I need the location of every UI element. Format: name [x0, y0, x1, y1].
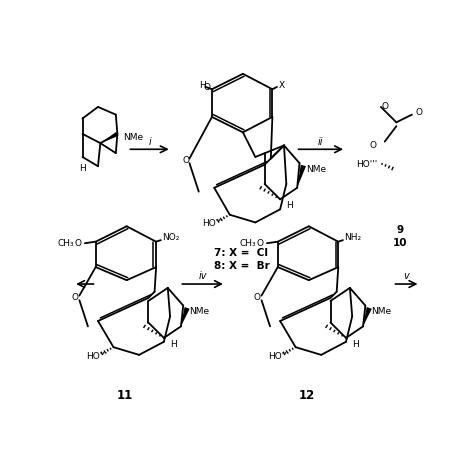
- Text: HO''': HO''': [202, 219, 224, 228]
- Text: NMe: NMe: [306, 165, 326, 174]
- Text: HO''': HO''': [356, 160, 377, 169]
- Text: O: O: [370, 141, 377, 150]
- Text: HO''': HO''': [86, 352, 107, 361]
- Text: CH₃: CH₃: [239, 239, 256, 248]
- Text: H: H: [352, 339, 359, 348]
- Text: O: O: [182, 156, 189, 165]
- Text: H: H: [79, 164, 86, 173]
- Text: v: v: [403, 271, 410, 282]
- Text: 12: 12: [299, 389, 315, 402]
- Text: 10: 10: [393, 238, 408, 248]
- Text: H: H: [286, 201, 293, 210]
- Text: H: H: [170, 339, 177, 348]
- Text: i: i: [148, 137, 151, 146]
- Text: O: O: [203, 83, 210, 92]
- Text: NMe: NMe: [372, 307, 392, 316]
- Text: NMe: NMe: [190, 307, 210, 316]
- Text: 11: 11: [117, 389, 133, 402]
- Text: iv: iv: [199, 271, 207, 282]
- Text: HO''': HO''': [268, 352, 290, 361]
- Text: H: H: [199, 81, 206, 90]
- Text: 9: 9: [397, 225, 404, 235]
- Text: O: O: [75, 239, 82, 248]
- Text: O: O: [381, 102, 388, 111]
- Text: O: O: [254, 293, 260, 302]
- Text: 7: X =  Cl: 7: X = Cl: [214, 248, 268, 258]
- Polygon shape: [100, 132, 118, 143]
- Text: 8: X =  Br: 8: X = Br: [213, 261, 269, 271]
- Polygon shape: [363, 307, 372, 327]
- Text: CH₃: CH₃: [57, 239, 74, 248]
- Text: NH₂: NH₂: [345, 233, 362, 242]
- Text: O: O: [257, 239, 264, 248]
- Text: ii: ii: [318, 137, 324, 146]
- Polygon shape: [297, 165, 306, 188]
- Text: O: O: [71, 293, 78, 302]
- Text: X: X: [279, 81, 285, 90]
- Polygon shape: [181, 307, 190, 327]
- Text: NO₂: NO₂: [162, 233, 180, 242]
- Text: O: O: [416, 108, 423, 117]
- Text: NMe: NMe: [124, 133, 144, 142]
